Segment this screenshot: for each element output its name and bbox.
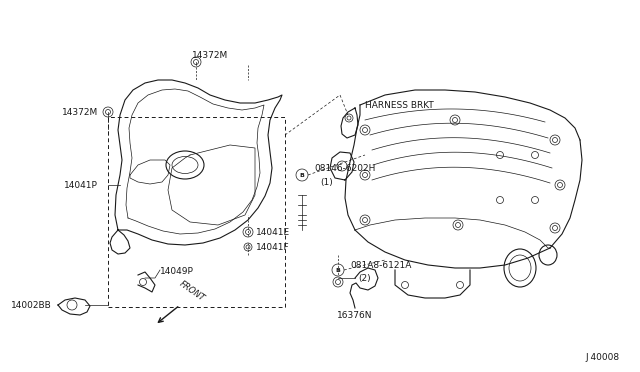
Text: 14372M: 14372M xyxy=(61,108,98,116)
Text: 14041P: 14041P xyxy=(64,180,98,189)
Text: HARNESS BRKT: HARNESS BRKT xyxy=(365,100,434,109)
Text: B: B xyxy=(335,267,340,273)
Text: 16376N: 16376N xyxy=(337,311,372,320)
Text: 14041E: 14041E xyxy=(256,228,290,237)
Text: J 40008: J 40008 xyxy=(586,353,620,362)
Text: (1): (1) xyxy=(320,177,333,186)
Text: B: B xyxy=(300,173,305,177)
Text: 08146-6202H: 08146-6202H xyxy=(314,164,376,173)
Text: 14041F: 14041F xyxy=(256,243,290,251)
Text: 14002BB: 14002BB xyxy=(12,301,52,310)
Text: 081A8-6121A: 081A8-6121A xyxy=(350,260,412,269)
Text: (2): (2) xyxy=(358,273,371,282)
Text: 14372M: 14372M xyxy=(192,51,228,60)
Text: 14049P: 14049P xyxy=(160,267,194,276)
Text: FRONT: FRONT xyxy=(178,279,207,303)
